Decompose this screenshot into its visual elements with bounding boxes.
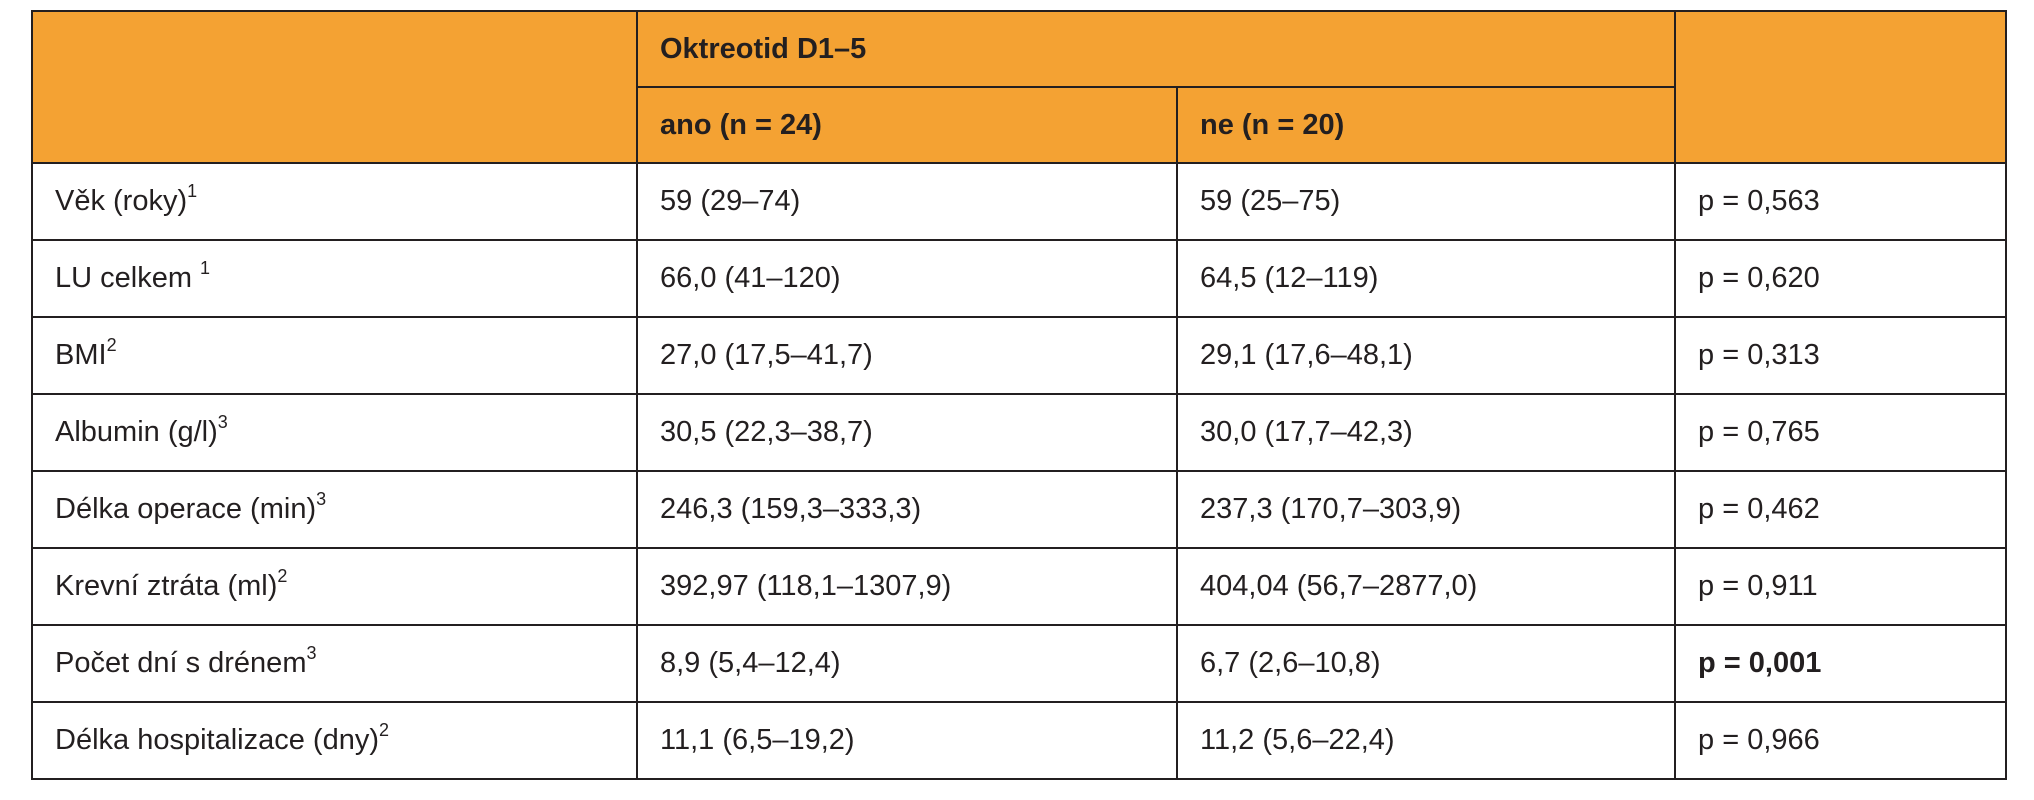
row-label: Krevní ztráta (ml)	[55, 570, 278, 602]
row-label: Albumin (g/l)	[55, 416, 218, 448]
cell-p-value: p = 0,001	[1674, 624, 2008, 703]
row-label-footnote: 3	[306, 643, 317, 664]
row-label: Délka hospitalizace (dny)	[55, 724, 379, 756]
table-row: BMI2 27,0 (17,5–41,7) 29,1 (17,6–48,1) p = …	[31, 316, 2008, 395]
header-empty-p-cell	[1674, 10, 2008, 164]
row-label: Délka operace (min)	[55, 493, 317, 525]
header-ano: ano (n = 24)	[636, 86, 1178, 164]
cell-p-value: p = 0,911	[1674, 547, 2008, 626]
row-label-cell: LU celkem 1	[31, 239, 638, 318]
cell-p-value: p = 0,765	[1674, 393, 2008, 472]
table-header: Oktreotid D1–5 ano (n = 24) ne (n = 20)	[31, 10, 2008, 164]
row-label-cell: Počet dní s drénem3	[31, 624, 638, 703]
row-label-footnote: 3	[316, 489, 327, 510]
cell-ne-value: 29,1 (17,6–48,1)	[1175, 316, 1677, 395]
cell-ano-value: 246,3 (159,3–333,3)	[636, 470, 1178, 549]
header-group-oktreotid: Oktreotid D1–5	[635, 10, 1677, 88]
table-body: Věk (roky)1 59 (29–74) 59 (25–75) p = 0,563…	[31, 162, 2008, 780]
row-label-cell: BMI2	[31, 316, 638, 395]
results-table-container: Oktreotid D1–5 ano (n = 24) ne (n = 20) …	[31, 10, 2008, 780]
cell-ano-value: 30,5 (22,3–38,7)	[636, 393, 1178, 472]
row-label-cell: Albumin (g/l)3	[31, 393, 638, 472]
cell-p-value: p = 0,966	[1674, 701, 2008, 780]
table-row: Věk (roky)1 59 (29–74) 59 (25–75) p = 0,563	[31, 162, 2008, 241]
row-label: Počet dní s drénem	[55, 647, 307, 679]
header-ne: ne (n = 20)	[1175, 86, 1677, 164]
cell-ne-value: 6,7 (2,6–10,8)	[1175, 624, 1677, 703]
table-row: Počet dní s drénem3 8,9 (5,4–12,4) 6,7 (2,…	[31, 624, 2008, 703]
cell-ano-value: 11,1 (6,5–19,2)	[636, 701, 1178, 780]
row-label: LU celkem	[55, 262, 201, 294]
cell-ano-value: 27,0 (17,5–41,7)	[636, 316, 1178, 395]
cell-ne-value: 64,5 (12–119)	[1175, 239, 1677, 318]
table-row: Albumin (g/l)3 30,5 (22,3–38,7) 30,0 (17,7…	[31, 393, 2008, 472]
cell-ne-value: 404,04 (56,7–2877,0)	[1175, 547, 1677, 626]
cell-ne-value: 237,3 (170,7–303,9)	[1175, 470, 1677, 549]
table-row: Délka operace (min)3 246,3 (159,3–333,3) 2…	[31, 470, 2008, 549]
table-row: Délka hospitalizace (dny)2 11,1 (6,5–19,2…	[31, 701, 2008, 780]
cell-p-value: p = 0,313	[1674, 316, 2008, 395]
row-label-cell: Věk (roky)1	[31, 162, 638, 241]
header-empty-label-cell	[31, 10, 638, 164]
cell-ano-value: 59 (29–74)	[636, 162, 1178, 241]
table-row: Krevní ztráta (ml)2 392,97 (118,1–1307,9)…	[31, 547, 2008, 626]
cell-ne-value: 11,2 (5,6–22,4)	[1175, 701, 1677, 780]
header-row-sub: ano (n = 24) ne (n = 20)	[32, 86, 2006, 164]
cell-ano-value: 66,0 (41–120)	[636, 239, 1178, 318]
row-label: BMI	[55, 339, 107, 371]
table-row: LU celkem 1 66,0 (41–120) 64,5 (12–119) p =…	[31, 239, 2008, 318]
results-table: Oktreotid D1–5 ano (n = 24) ne (n = 20) …	[31, 10, 2008, 780]
cell-ne-value: 30,0 (17,7–42,3)	[1175, 393, 1677, 472]
cell-ano-value: 392,97 (118,1–1307,9)	[636, 547, 1178, 626]
row-label-cell: Délka hospitalizace (dny)2	[31, 701, 638, 780]
cell-p-value: p = 0,563	[1674, 162, 2008, 241]
row-label-footnote: 1	[200, 258, 211, 279]
row-label-footnote: 1	[187, 181, 198, 202]
row-label-cell: Délka operace (min)3	[31, 470, 638, 549]
row-label-footnote: 2	[106, 335, 117, 356]
cell-ne-value: 59 (25–75)	[1175, 162, 1677, 241]
row-label-footnote: 3	[217, 412, 228, 433]
row-label-footnote: 2	[277, 566, 288, 587]
row-label-footnote: 2	[378, 720, 389, 741]
cell-p-value: p = 0,462	[1674, 470, 2008, 549]
cell-p-value: p = 0,620	[1674, 239, 2008, 318]
row-label: Věk (roky)	[55, 185, 188, 217]
cell-ano-value: 8,9 (5,4–12,4)	[636, 624, 1178, 703]
header-row-group: Oktreotid D1–5	[31, 10, 2008, 164]
row-label-cell: Krevní ztráta (ml)2	[31, 547, 638, 626]
